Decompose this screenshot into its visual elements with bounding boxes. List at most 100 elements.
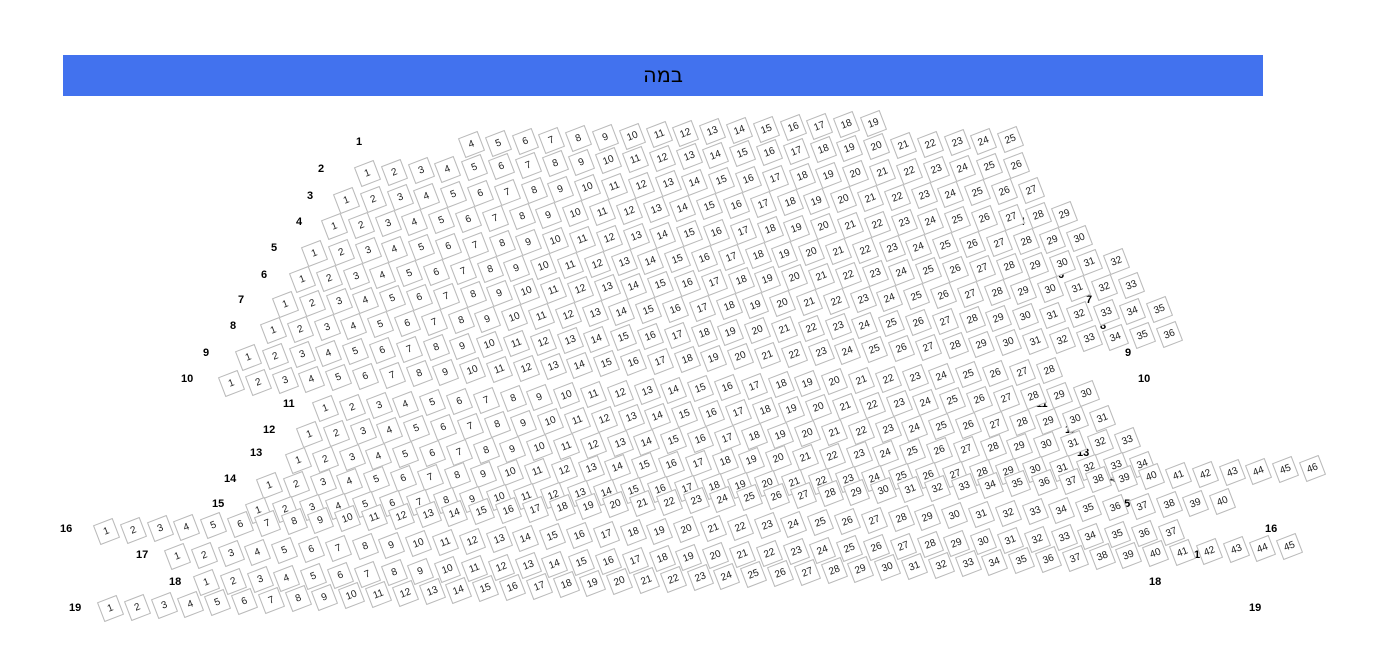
seat-r7-s24[interactable]: 24 [888,258,916,286]
seat-r8-s6[interactable]: 6 [393,309,422,338]
seat-r5-s8[interactable]: 8 [488,230,516,258]
seat-r5-s21[interactable]: 21 [836,211,865,240]
seat-r13-s27[interactable]: 27 [981,410,1009,438]
seat-r2-s3[interactable]: 3 [407,157,435,185]
seat-r3-s1[interactable]: 1 [332,186,361,215]
seat-r7-s12[interactable]: 12 [566,275,594,303]
seat-r9-s4[interactable]: 4 [315,339,343,367]
seat-r3-s5[interactable]: 5 [440,181,468,209]
seat-r10-s10[interactable]: 10 [459,357,487,385]
seat-r6-s16[interactable]: 16 [690,244,719,273]
seat-r8-s15[interactable]: 15 [635,297,663,325]
seat-r7-s21[interactable]: 21 [807,262,836,291]
seat-r6-s21[interactable]: 21 [824,237,853,266]
seat-r17-s7[interactable]: 7 [324,534,352,562]
seat-r16-s3[interactable]: 3 [146,515,174,543]
seat-r6-s25[interactable]: 25 [932,232,960,260]
seat-r17-s15[interactable]: 15 [539,523,567,551]
seat-r14-s18[interactable]: 18 [711,448,739,476]
seat-r10-s8[interactable]: 8 [405,360,433,388]
seat-r9-s12[interactable]: 12 [529,328,557,356]
seat-r11-s21[interactable]: 21 [847,366,876,395]
seat-r5-s26[interactable]: 26 [970,204,999,233]
seat-r13-s23[interactable]: 23 [874,416,902,444]
seat-r7-s23[interactable]: 23 [861,260,889,288]
seat-r14-s30[interactable]: 30 [1033,431,1061,459]
seat-r17-s25[interactable]: 25 [807,509,835,537]
seat-r3-s15[interactable]: 15 [708,167,736,195]
seat-r11-s24[interactable]: 24 [928,362,956,390]
seat-r2-s8[interactable]: 8 [541,150,569,178]
seat-r13-s16[interactable]: 16 [686,425,715,454]
seat-r8-s14[interactable]: 14 [608,298,636,326]
seat-r7-s18[interactable]: 18 [727,267,755,295]
seat-r2-s17[interactable]: 17 [782,137,810,165]
seat-r3-s6[interactable]: 6 [466,179,495,208]
seat-r2-s2[interactable]: 2 [380,158,408,186]
seat-r8-s7[interactable]: 7 [420,308,448,336]
seat-r6-s12[interactable]: 12 [583,250,611,278]
seat-r13-s9[interactable]: 9 [499,435,527,463]
seat-r14-s25[interactable]: 25 [899,438,927,466]
seat-r11-s13[interactable]: 13 [633,378,661,406]
seat-r6-s5[interactable]: 5 [396,260,424,288]
seat-r13-s11[interactable]: 11 [552,432,581,461]
seat-r2-s25[interactable]: 25 [997,126,1025,154]
seat-r2-s14[interactable]: 14 [702,141,730,169]
seat-r2-s12[interactable]: 12 [648,144,676,172]
seat-r16-s41[interactable]: 41 [1164,461,1193,490]
seat-r14-s8[interactable]: 8 [443,462,471,490]
seat-r13-s20[interactable]: 20 [794,420,822,448]
seat-r3-s3[interactable]: 3 [386,184,414,212]
seat-r5-s18[interactable]: 18 [756,216,784,244]
seat-r14-s24[interactable]: 24 [872,439,900,467]
seat-r12-s26[interactable]: 26 [965,385,994,414]
seat-r17-s30[interactable]: 30 [941,502,969,530]
seat-r17-s12[interactable]: 12 [458,527,486,555]
seat-r6-s8[interactable]: 8 [476,256,504,284]
seat-r3-s24[interactable]: 24 [949,154,977,182]
seat-r17-s27[interactable]: 27 [860,506,888,534]
seat-r6-s28[interactable]: 28 [1012,228,1040,256]
seat-r6-s26[interactable]: 26 [958,230,987,259]
seat-r4-s16[interactable]: 16 [722,191,751,220]
seat-r11-s11[interactable]: 11 [579,380,608,409]
seat-r10-s9[interactable]: 9 [432,358,460,386]
seat-r8-s21[interactable]: 21 [795,288,824,317]
seat-r7-s2[interactable]: 2 [298,289,326,317]
seat-r7-s31[interactable]: 31 [1075,248,1104,277]
seat-r14-s27[interactable]: 27 [952,435,980,463]
seat-r6-s15[interactable]: 15 [664,246,692,274]
seat-r6-s27[interactable]: 27 [985,229,1013,257]
seat-r10-s15[interactable]: 15 [593,350,621,378]
seat-r11-s5[interactable]: 5 [419,389,447,417]
seat-r10-s20[interactable]: 20 [727,343,755,371]
seat-r3-s9[interactable]: 9 [547,175,575,203]
seat-r10-s21[interactable]: 21 [753,341,782,370]
seat-r7-s4[interactable]: 4 [352,286,380,314]
seat-r8-s4[interactable]: 4 [340,312,368,340]
seat-r10-s22[interactable]: 22 [780,340,808,368]
seat-r16-s2[interactable]: 2 [119,516,147,544]
seat-r16-s46[interactable]: 46 [1298,454,1327,483]
seat-r13-s25[interactable]: 25 [928,413,956,441]
seat-r10-s16[interactable]: 16 [619,348,648,377]
seat-r13-s24[interactable]: 24 [901,414,929,442]
seat-r19-s43[interactable]: 43 [1222,536,1250,564]
seat-r14-s21[interactable]: 21 [791,443,820,472]
seat-r7-s26[interactable]: 26 [941,255,970,284]
seat-r4-s23[interactable]: 23 [910,182,938,210]
seat-r14-s3[interactable]: 3 [309,469,337,497]
seat-r14-s33[interactable]: 33 [1113,427,1141,455]
seat-r17-s8[interactable]: 8 [351,533,379,561]
seat-r8-s8[interactable]: 8 [447,307,475,335]
seat-r7-s22[interactable]: 22 [834,261,862,289]
seat-r10-s30[interactable]: 30 [995,329,1023,357]
seat-r5-s24[interactable]: 24 [917,207,945,235]
seat-r17-s20[interactable]: 20 [673,516,701,544]
seat-r6-s4[interactable]: 4 [369,261,397,289]
seat-r1-s19[interactable]: 19 [859,109,888,138]
seat-r19-s45[interactable]: 45 [1276,533,1304,561]
seat-r7-s20[interactable]: 20 [781,264,809,292]
